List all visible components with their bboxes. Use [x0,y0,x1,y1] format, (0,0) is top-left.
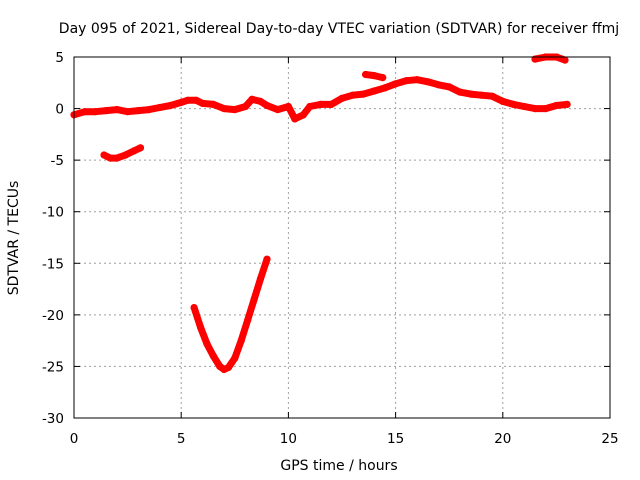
x-tick-label: 15 [387,431,404,447]
series-upper-island [362,70,387,82]
data-point [145,106,153,114]
x-tick-label: 10 [280,431,297,447]
y-axis-label: SDTVAR / TECUs [6,181,22,296]
data-point [561,56,569,64]
data-point [520,102,528,111]
y-tick-label: -30 [42,411,64,427]
data-point [192,96,200,104]
data-point [196,323,205,331]
data-point [134,107,142,115]
data-point [248,95,256,103]
data-point [224,363,232,372]
data-point [263,255,271,263]
data-point [552,101,561,110]
data-point [284,102,292,111]
data-point [274,106,282,114]
data-point [237,337,245,345]
data-point [244,316,252,324]
data-point [263,101,271,110]
data-point [209,100,217,108]
y-tick-label: 5 [55,50,64,66]
series-short-arc [100,144,145,162]
data-point [488,92,496,100]
data-point [359,90,367,98]
data-point [402,77,410,85]
data-point [370,72,378,80]
data-point [338,94,346,102]
data-point [456,88,464,96]
data-point [563,100,571,108]
data-series [70,53,571,374]
data-point [113,154,121,162]
x-tick-label: 0 [70,431,79,447]
data-point [467,90,475,98]
data-point [542,105,550,113]
data-point [199,99,207,107]
data-point [317,100,325,108]
data-point [434,81,443,89]
data-point [121,151,130,159]
data-point [381,84,389,92]
data-point [370,87,378,95]
y-tick-label: 0 [55,102,64,118]
data-point [184,96,192,104]
data-point [177,98,185,106]
x-tick-label: 5 [177,431,186,447]
chart-title: Day 095 of 2021, Sidereal Day-to-day VTE… [59,21,619,37]
data-point [509,100,518,108]
data-point [256,275,265,283]
series-main-band [70,76,571,123]
data-point [327,100,335,108]
data-point [81,108,89,116]
data-point [231,106,239,114]
data-point [203,340,211,348]
data-point [102,107,110,115]
data-point [220,105,228,113]
data-point [256,97,265,105]
data-point [291,115,299,123]
data-point [241,102,250,111]
data-point [413,76,421,84]
y-tick-label: -20 [42,308,64,324]
y-tick-label: -10 [42,205,64,221]
data-point [113,106,121,114]
data-point [231,354,239,362]
data-point [209,352,217,360]
data-point [445,83,453,91]
y-tick-label: -15 [42,256,64,272]
data-point [499,97,507,105]
data-point [190,304,198,312]
data-point [100,151,108,159]
data-point [130,147,138,155]
series-deep-arc [190,255,271,374]
x-tick-label: 25 [601,431,618,447]
data-point [250,295,258,303]
data-point [299,111,307,119]
data-point [531,105,539,113]
data-point [424,78,432,86]
y-tick-label: -25 [42,359,64,375]
data-point [156,103,164,112]
data-point [136,144,145,152]
data-point [124,108,132,116]
y-tick-label: -5 [51,153,64,169]
plot-frame [73,56,611,419]
data-point [392,80,400,88]
data-point [477,91,485,99]
data-point [166,101,175,110]
data-point [362,70,370,79]
data-point [306,102,314,111]
x-axis-label: GPS time / hours [280,458,397,474]
axis-ticks: 0 5 10 15 20 25 5 0 -5 -10 -15 -20 -25 -30 [42,50,619,447]
data-point [106,154,114,162]
data-point [349,91,357,99]
data-point [91,108,99,116]
data-point [379,74,387,82]
x-tick-label: 20 [494,431,511,447]
